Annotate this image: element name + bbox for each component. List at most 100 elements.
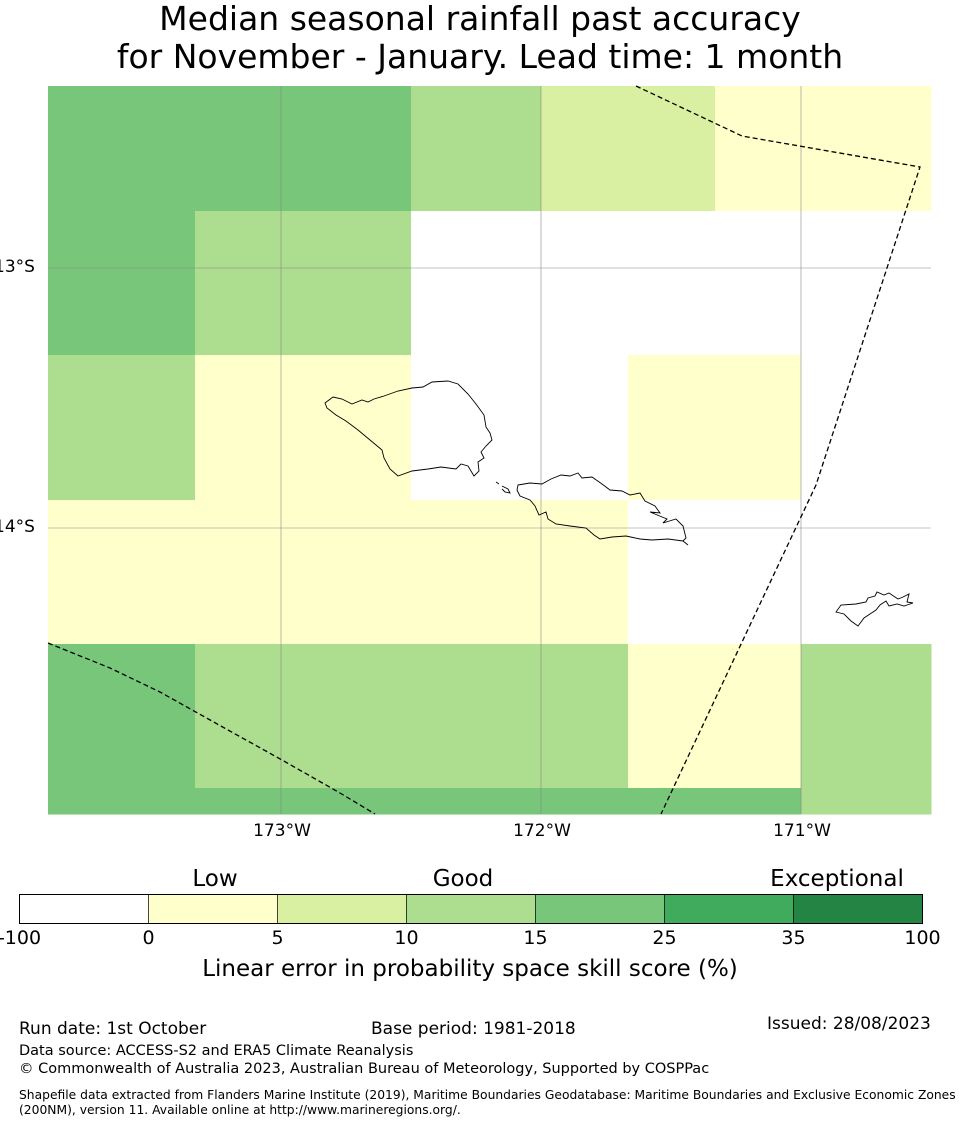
colorbar-tick-label: 0 bbox=[142, 927, 155, 949]
grid-cell bbox=[541, 86, 629, 212]
grid-cell bbox=[281, 355, 412, 501]
colorbar bbox=[19, 894, 923, 924]
grid-cell bbox=[844, 500, 932, 645]
lon-label-171w: 171°W bbox=[773, 821, 831, 841]
grid-cell bbox=[715, 644, 802, 789]
apolima-manono bbox=[495, 481, 511, 494]
upolu-island bbox=[516, 472, 687, 542]
grid-cell bbox=[715, 86, 802, 212]
graticule bbox=[48, 86, 931, 814]
colorbar-tick-label: -100 bbox=[0, 927, 42, 949]
grid-cell bbox=[628, 86, 716, 212]
grid-cell bbox=[801, 500, 845, 645]
shapefile-credit-line-2: (200NM), version 11. Available online at… bbox=[19, 1103, 461, 1117]
colorbar-category-low: Low bbox=[192, 866, 238, 892]
colorbar-tick-label: 25 bbox=[652, 927, 677, 949]
issued-date: Issued: 28/08/2023 bbox=[767, 1014, 931, 1034]
grid-cell bbox=[411, 500, 542, 645]
data-source: Data source: ACCESS-S2 and ERA5 Climate … bbox=[19, 1043, 414, 1059]
run-date: Run date: 1st October bbox=[19, 1019, 207, 1039]
tutuila-island bbox=[835, 591, 914, 627]
skill-map bbox=[47, 85, 932, 815]
grid-cell bbox=[541, 644, 629, 789]
colorbar-bin bbox=[19, 894, 149, 924]
grid-cell bbox=[281, 211, 412, 356]
grid-cell bbox=[281, 500, 412, 645]
grid-cell bbox=[411, 355, 542, 501]
grid-cell bbox=[715, 788, 802, 815]
grid-cell bbox=[715, 500, 802, 645]
maritime-boundaries bbox=[47, 85, 921, 815]
grid-cell bbox=[48, 644, 196, 789]
grid-cell bbox=[48, 500, 196, 645]
colorbar-axis-label: Linear error in probability space skill … bbox=[202, 956, 738, 982]
lon-label-172w: 172°W bbox=[513, 821, 571, 841]
grid-cell bbox=[844, 788, 932, 815]
grid-cell bbox=[801, 644, 845, 789]
grid-cell bbox=[541, 211, 629, 356]
colorbar-tick-label: 100 bbox=[904, 927, 941, 949]
grid-cell bbox=[411, 644, 542, 789]
grid-cell bbox=[48, 86, 196, 212]
lon-label-173w: 173°W bbox=[253, 821, 311, 841]
eez-boundary-south bbox=[47, 642, 376, 815]
map-title-line-2: for November - January. Lead time: 1 mon… bbox=[116, 37, 844, 76]
grid-cell bbox=[411, 86, 542, 212]
grid-cell bbox=[195, 788, 282, 815]
colorbar-category-good: Good bbox=[432, 866, 494, 892]
grid-cell bbox=[281, 788, 412, 815]
grid-cell bbox=[195, 355, 282, 501]
grid-cell bbox=[195, 500, 282, 645]
grid-cell bbox=[541, 355, 629, 501]
grid-cell bbox=[281, 86, 412, 212]
colorbar-bin bbox=[277, 894, 407, 924]
upolu-tail bbox=[682, 540, 689, 546]
grid-cell bbox=[844, 211, 932, 356]
base-period: Base period: 1981-2018 bbox=[371, 1019, 576, 1039]
lat-label-13s: 13°S bbox=[0, 257, 35, 277]
grid-cell bbox=[801, 355, 845, 501]
shapefile-credit-line-1: Shapefile data extracted from Flanders M… bbox=[19, 1088, 956, 1102]
colorbar-tick-label: 15 bbox=[523, 927, 548, 949]
grid-cell bbox=[801, 211, 845, 356]
grid-cell bbox=[801, 86, 845, 212]
grid-cell bbox=[715, 211, 802, 356]
skill-grid bbox=[48, 86, 932, 815]
colorbar-bin bbox=[793, 894, 923, 924]
colorbar-category-exceptional: Exceptional bbox=[770, 866, 904, 892]
grid-cell bbox=[411, 211, 542, 356]
savaii-island bbox=[324, 380, 493, 477]
grid-cell bbox=[715, 355, 802, 501]
coastlines bbox=[324, 380, 914, 627]
colorbar-tick-label: 10 bbox=[394, 927, 419, 949]
grid-cell bbox=[844, 86, 932, 212]
grid-cell bbox=[628, 355, 716, 501]
grid-cell bbox=[541, 500, 629, 645]
grid-cell bbox=[411, 788, 542, 815]
grid-cell bbox=[281, 644, 412, 789]
grid-cell bbox=[844, 355, 932, 501]
colorbar-tick-label: 35 bbox=[781, 927, 806, 949]
grid-cell bbox=[801, 788, 845, 815]
colorbar-bin bbox=[148, 894, 278, 924]
grid-cell bbox=[48, 788, 196, 815]
grid-cell bbox=[48, 355, 196, 501]
colorbar-bin bbox=[664, 894, 794, 924]
grid-cell bbox=[195, 86, 282, 212]
copyright: © Commonwealth of Australia 2023, Austra… bbox=[19, 1061, 710, 1077]
lat-label-14s: 14°S bbox=[0, 517, 35, 537]
grid-cell bbox=[628, 500, 716, 645]
map-title-line-1: Median seasonal rainfall past accuracy bbox=[159, 0, 801, 38]
eez-boundary-north bbox=[635, 85, 921, 815]
colorbar-bin bbox=[535, 894, 665, 924]
grid-cell bbox=[628, 211, 716, 356]
colorbar-frame bbox=[19, 894, 923, 924]
grid-cell bbox=[844, 644, 932, 789]
grid-cell bbox=[195, 211, 282, 356]
grid-cell bbox=[541, 788, 629, 815]
colorbar-tick-label: 5 bbox=[271, 927, 284, 949]
colorbar-bin bbox=[406, 894, 536, 924]
grid-cell bbox=[628, 644, 716, 789]
grid-cell bbox=[195, 644, 282, 789]
grid-cell bbox=[48, 211, 196, 356]
